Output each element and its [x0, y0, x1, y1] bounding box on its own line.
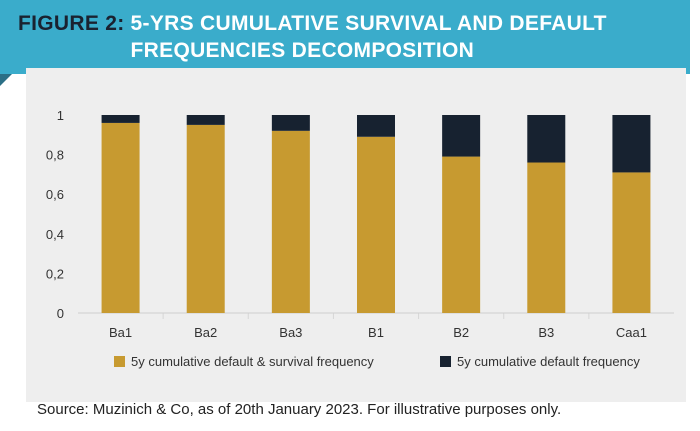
bar-default-B2 [442, 115, 481, 157]
x-tick-label: Caa1 [616, 325, 647, 340]
bar-survival-Ba1 [101, 122, 140, 313]
bar-default-B3 [527, 115, 566, 163]
figure-title: FIGURE 2: 5-YRS CUMULATIVE SURVIVAL AND … [18, 10, 678, 64]
x-tick-label: B1 [368, 325, 384, 340]
source-note: Source: Muzinich & Co, as of 20th Januar… [37, 401, 562, 418]
figure-banner [0, 0, 690, 74]
legend-default-swatch [440, 356, 451, 367]
chart-panel: 0 0,2 0,4 0,6 0,8 1 Ba1 Ba2 Ba3 B1 B2 B3 Caa1 5y cumu… [26, 68, 686, 402]
bar-survival-Ba2 [186, 124, 225, 314]
legend-survival-label: 5y cumulative default & survival frequen… [131, 354, 374, 369]
y-tick-label: 0,4 [46, 227, 64, 242]
bar-survival-B1 [357, 136, 395, 313]
legend-survival-swatch [114, 356, 125, 367]
y-tick-label: 0 [57, 306, 64, 321]
bar-survival-Ba3 [271, 130, 310, 313]
y-tick-label: 0,2 [46, 266, 64, 281]
bar-survival-B2 [442, 156, 481, 313]
y-tick-label: 1 [57, 108, 64, 123]
bar-default-B1 [357, 115, 395, 137]
banner-fold [0, 74, 12, 86]
x-tick-label: Ba3 [279, 325, 302, 340]
bar-survival-B3 [527, 162, 566, 313]
bar-default-Caa1 [612, 115, 651, 173]
x-tick-label: Ba2 [194, 325, 217, 340]
bar-survival-Caa1 [612, 172, 651, 313]
x-tick-label: B3 [538, 325, 554, 340]
figure-label: FIGURE 2: [18, 12, 125, 35]
bar-default-Ba1 [101, 115, 140, 123]
stacked-bar-chart: 0 0,2 0,4 0,6 0,8 1 Ba1 Ba2 Ba3 B1 B2 B3 Caa1 5y cumu… [46, 108, 674, 369]
title-line-1: 5-YRS CUMULATIVE SURVIVAL AND DEFAULT [130, 12, 607, 35]
bar-default-Ba3 [271, 115, 310, 131]
y-tick-label: 0,6 [46, 187, 64, 202]
y-tick-label: 0,8 [46, 148, 64, 163]
figure-title-text: 5-YRS CUMULATIVE SURVIVAL AND DEFAULT FR… [131, 10, 607, 64]
x-tick-label: B2 [453, 325, 469, 340]
legend-default-label: 5y cumulative default frequency [457, 354, 640, 369]
bar-default-Ba2 [186, 115, 225, 125]
x-tick-label: Ba1 [109, 325, 132, 340]
title-line-2: FREQUENCIES DECOMPOSITION [130, 39, 475, 62]
